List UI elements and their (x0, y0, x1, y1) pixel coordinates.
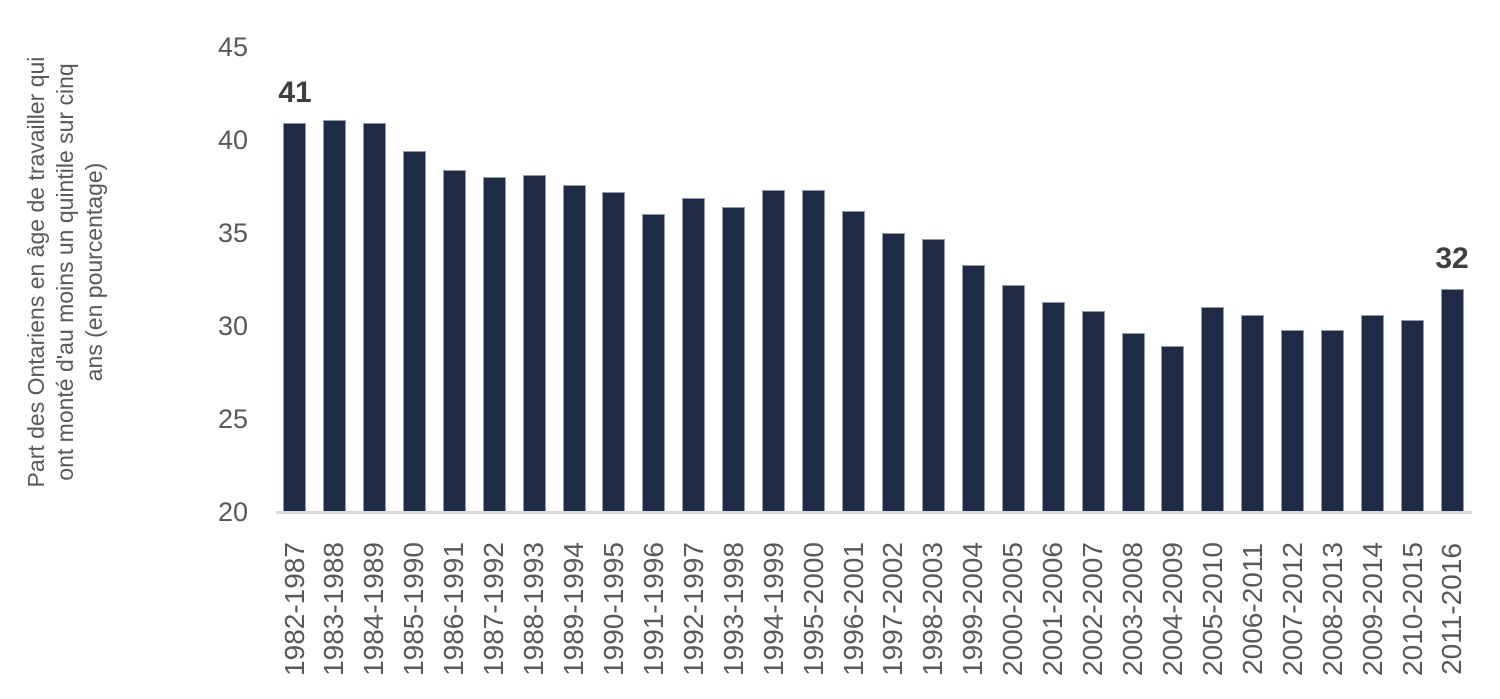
bar-1986-1991 (443, 170, 466, 512)
bar-2009-2014 (1361, 315, 1384, 512)
data-label-1982-1987: 41 (278, 76, 312, 109)
x-tick-label-2004-2009: 2004-2009 (1157, 542, 1188, 676)
bar-2005-2010 (1201, 307, 1224, 512)
x-tick-label-1991-1996: 1991-1996 (638, 542, 669, 676)
x-tick-label-1988-1993: 1988-1993 (518, 542, 549, 676)
x-tick-label-1992-1997: 1992-1997 (678, 542, 709, 676)
x-tick-label-2002-2007: 2002-2007 (1077, 542, 1108, 676)
x-tick-label-2000-2005: 2000-2005 (997, 542, 1028, 676)
bar-1984-1989 (363, 123, 386, 512)
bar-2011-2016 (1441, 289, 1464, 512)
x-tick-label-1995-2000: 1995-2000 (798, 542, 829, 676)
bar-1990-1995 (602, 192, 625, 512)
y-tick-label: 45 (217, 32, 248, 62)
x-tick-label-1983-1988: 1983-1988 (318, 542, 349, 676)
bar-1985-1990 (403, 151, 426, 512)
data-label-2011-2016: 32 (1435, 242, 1469, 275)
x-tick-label-2010-2015: 2010-2015 (1397, 542, 1428, 676)
bar-2008-2013 (1321, 330, 1344, 512)
x-tick-label-1998-2003: 1998-2003 (917, 542, 948, 676)
y-tick-label: 40 (217, 125, 248, 155)
bar-1988-1993 (523, 175, 546, 512)
bar-2006-2011 (1241, 315, 1264, 512)
x-tick-label-1982-1987: 1982-1987 (279, 542, 310, 676)
y-axis-title: Part des Ontariens en âge de travailler … (22, 2, 112, 542)
y-axis-title-line-1: Part des Ontariens en âge de travailler … (23, 56, 49, 488)
bar-1982-1987 (283, 123, 306, 512)
x-tick-label-1999-2004: 1999-2004 (957, 542, 988, 676)
x-tick-label-1984-1989: 1984-1989 (358, 542, 389, 676)
bar-2004-2009 (1161, 346, 1184, 512)
x-tick-label-2001-2006: 2001-2006 (1037, 542, 1068, 676)
bar-2010-2015 (1401, 320, 1424, 512)
y-tick-label: 25 (217, 404, 248, 434)
bar-1987-1992 (483, 177, 506, 512)
x-tick-label-2006-2011: 2006-2011 (1237, 543, 1268, 675)
x-tick-label-1996-2001: 1996-2001 (838, 542, 869, 676)
y-tick-label: 20 (217, 497, 248, 527)
x-tick-label-2005-2010: 2005-2010 (1197, 542, 1228, 676)
x-tick-label-1989-1994: 1989-1994 (558, 542, 589, 676)
bar-2001-2006 (1042, 302, 1065, 512)
bar-2002-2007 (1082, 311, 1105, 512)
y-axis-title-line-3: ans (en pourcentage) (81, 162, 107, 382)
bar-2007-2012 (1281, 330, 1304, 512)
x-tick-label-1990-1995: 1990-1995 (598, 542, 629, 676)
bar-1997-2002 (882, 233, 905, 512)
bar-1996-2001 (842, 211, 865, 512)
bar-1991-1996 (642, 214, 665, 512)
y-tick-label: 35 (217, 218, 248, 248)
bar-2000-2005 (1002, 285, 1025, 512)
x-tick-label-2007-2012: 2007-2012 (1277, 542, 1308, 676)
bar-2003-2008 (1122, 333, 1145, 512)
bar-1999-2004 (962, 265, 985, 512)
bar-1989-1994 (563, 185, 586, 512)
x-axis-line (276, 511, 1472, 514)
y-tick-label: 30 (217, 311, 248, 341)
bar-1993-1998 (722, 207, 745, 512)
bar-1995-2000 (802, 190, 825, 512)
x-tick-label-2011-2016: 2011-2016 (1436, 543, 1467, 675)
bar-1983-1988 (323, 120, 346, 512)
bar-1998-2003 (922, 239, 945, 512)
x-tick-label-1986-1991: 1986-1991 (438, 542, 469, 676)
x-tick-label-2008-2013: 2008-2013 (1317, 542, 1348, 676)
bar-1994-1999 (762, 190, 785, 512)
x-tick-label-1994-1999: 1994-1999 (758, 542, 789, 676)
x-tick-label-1993-1998: 1993-1998 (718, 542, 749, 676)
x-tick-label-2003-2008: 2003-2008 (1117, 542, 1148, 676)
x-tick-label-1997-2002: 1997-2002 (877, 542, 908, 676)
y-axis-title-line-2: ont monté d'au moins un quintile sur cin… (52, 63, 78, 481)
x-tick-label-2009-2014: 2009-2014 (1357, 542, 1388, 676)
bar-1992-1997 (682, 198, 705, 512)
x-tick-label-1985-1990: 1985-1990 (398, 542, 429, 676)
x-tick-label-1987-1992: 1987-1992 (478, 542, 509, 676)
